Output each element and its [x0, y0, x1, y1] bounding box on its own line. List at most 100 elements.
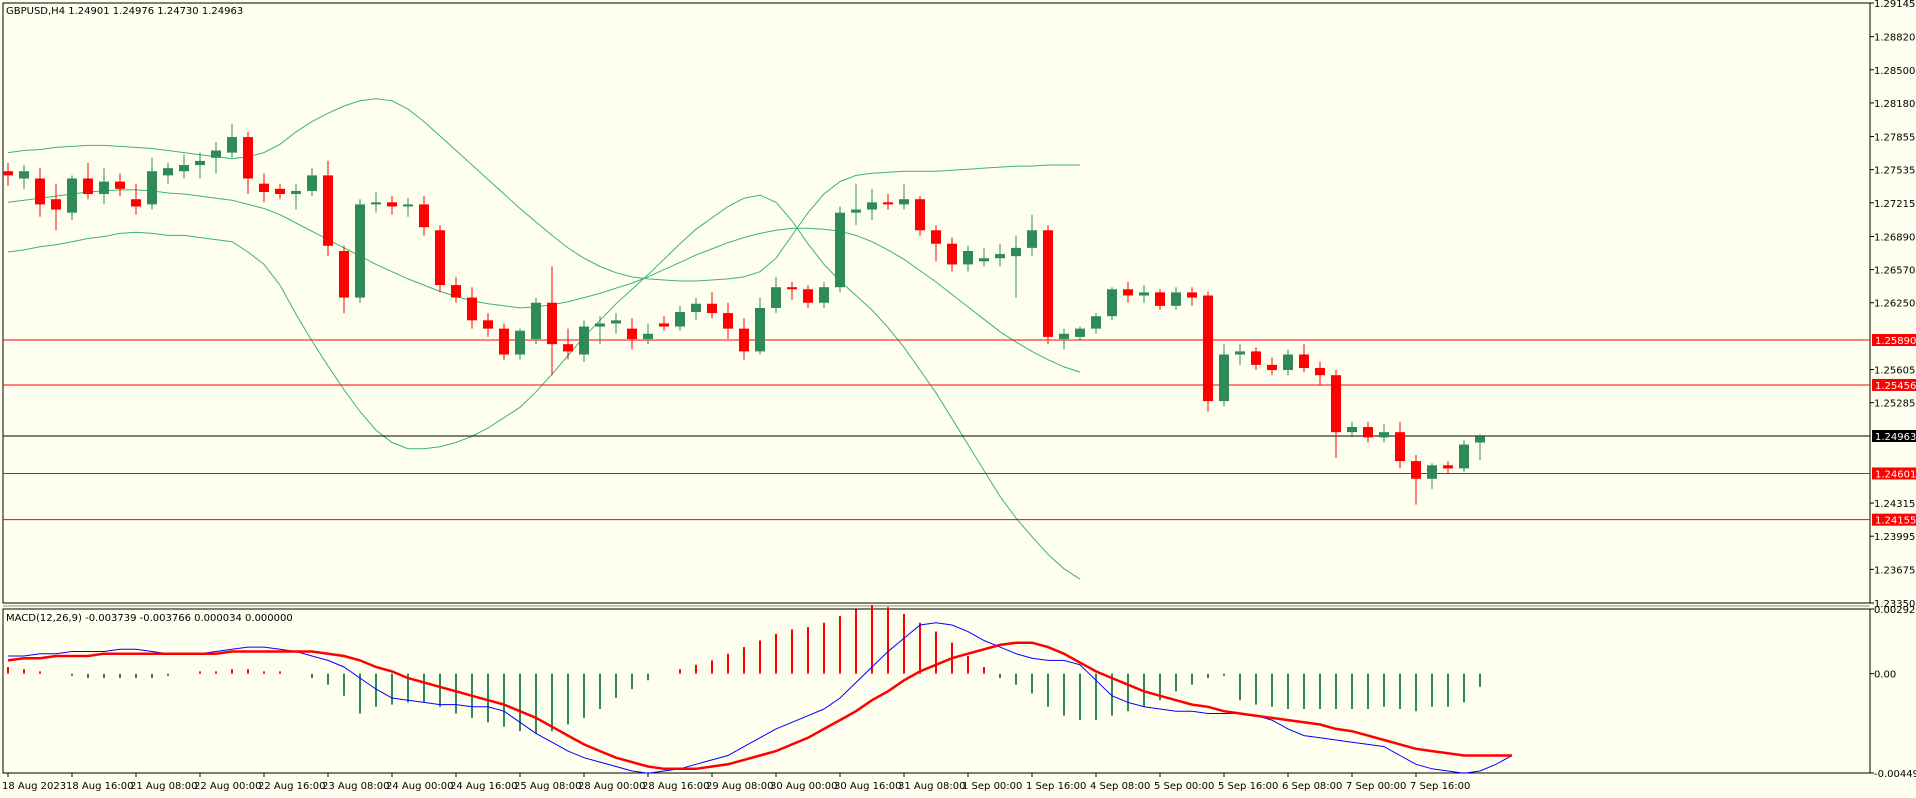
level-tag-label: 1.25456 [1875, 381, 1916, 392]
band-lower [7, 194, 1081, 580]
candle-body [1187, 292, 1197, 298]
candle-body [1347, 426, 1357, 433]
time-tick-label: 18 Aug 16:00 [66, 781, 133, 792]
candle-body [227, 137, 237, 153]
time-tick-label: 30 Aug 00:00 [770, 781, 837, 792]
candle-body [755, 307, 765, 352]
candle-body [787, 287, 797, 290]
chart-title: GBPUSD,H4 1.24901 1.24976 1.24730 1.2496… [6, 6, 243, 17]
time-tick-label: 6 Sep 08:00 [1282, 781, 1342, 792]
level-tag-bg [1872, 467, 1916, 480]
candle-body [435, 230, 445, 286]
price-tick-label: 1.28820 [1874, 33, 1915, 44]
time-tick-label: 7 Sep 16:00 [1410, 781, 1470, 792]
candle-body [867, 202, 877, 210]
bollinger-bands [7, 98, 1081, 580]
candle-body [643, 333, 653, 339]
candle-body [147, 171, 157, 205]
price-tick-label: 1.25605 [1874, 366, 1915, 377]
candle-body [1251, 351, 1261, 365]
current-price-tag-label: 1.24963 [1875, 432, 1916, 443]
candle-body [947, 243, 957, 265]
price-tick-label: 1.27535 [1874, 166, 1915, 177]
price-tick-label: 1.25285 [1874, 399, 1915, 410]
signal-line [7, 641, 1512, 771]
candle-body [403, 204, 413, 207]
price-axis: 1.29145 1.28820 1.28500 1.28180 1.27855 1.275… [1870, 0, 1915, 610]
candle-body [1267, 364, 1277, 371]
candle-body [963, 250, 973, 265]
band-mid [7, 189, 1081, 373]
macd-title: MACD(12,26,9) -0.003739 -0.003766 0.0000… [6, 613, 293, 624]
time-tick-label: 24 Aug 00:00 [386, 781, 453, 792]
candle-body [179, 165, 189, 172]
price-tick-label: 1.24315 [1874, 499, 1915, 510]
candle-body [211, 150, 221, 158]
candle-body [19, 171, 29, 179]
level-tag-label: 1.24155 [1875, 516, 1916, 527]
candle-body [1075, 328, 1085, 337]
candle-body [467, 297, 477, 321]
candle-body [835, 212, 845, 288]
time-tick-label: 18 Aug 2023 [2, 781, 66, 792]
price-tick-label: 1.28500 [1874, 66, 1915, 77]
candle-body [659, 323, 669, 327]
time-tick-label: 31 Aug 08:00 [898, 781, 965, 792]
price-tick-label: 1.23350 [1874, 599, 1915, 610]
candle-body [1043, 230, 1053, 337]
price-tick-label: 1.26890 [1874, 232, 1915, 243]
candle-body [819, 287, 829, 303]
candle-body [1427, 465, 1437, 479]
candle-body [1379, 432, 1389, 438]
candle-body [3, 171, 13, 176]
candle-body [515, 330, 525, 355]
candle-body [1139, 292, 1149, 296]
candle-body [1315, 367, 1325, 376]
candle-body [163, 168, 173, 176]
candle-body [115, 181, 125, 189]
price-tick-label: 1.27855 [1874, 133, 1915, 144]
time-tick-label: 29 Aug 08:00 [706, 781, 773, 792]
price-tick-label: 1.26570 [1874, 266, 1915, 277]
candle-body [51, 199, 61, 210]
candle-body [99, 181, 109, 195]
level-tag-bg [1872, 513, 1916, 526]
candle-body [707, 303, 717, 314]
candle-body [67, 178, 77, 213]
candle-body [131, 199, 141, 207]
candle-body [915, 199, 925, 231]
candle-body [1395, 432, 1405, 462]
candle-body [611, 320, 621, 324]
candle-body [1411, 461, 1421, 479]
candle-body [1059, 333, 1069, 339]
time-tick-label: 22 Aug 16:00 [258, 781, 325, 792]
candle-body [563, 344, 573, 352]
candle-body [803, 289, 813, 303]
time-tick-label: 30 Aug 16:00 [834, 781, 901, 792]
candle-body [979, 258, 989, 262]
candle-body [995, 254, 1005, 259]
candle-body [1155, 292, 1165, 306]
level-tag-bg [1872, 378, 1916, 391]
candle-body [1123, 289, 1133, 296]
horizontal-levels[interactable]: 1.25890 1.25456 1.24601 1.24155 1.24963 [3, 334, 1916, 527]
candle-body [1219, 354, 1229, 402]
candle-body [547, 302, 557, 345]
candle-body [675, 312, 685, 327]
candle-body [371, 202, 381, 205]
candle-body [531, 302, 541, 339]
time-tick-label: 21 Aug 08:00 [130, 781, 197, 792]
price-tick-label: 1.29145 [1874, 0, 1915, 10]
candle-body [1011, 247, 1021, 257]
candle-body [275, 188, 285, 195]
candle-body [739, 328, 749, 352]
candles [3, 123, 1485, 505]
candle-body [1235, 351, 1245, 355]
time-tick-label: 24 Aug 16:00 [450, 781, 517, 792]
candle-body [1091, 316, 1101, 329]
price-tick-label: 1.27215 [1874, 199, 1915, 210]
candle-body [1363, 426, 1373, 438]
candle-body [323, 175, 333, 246]
